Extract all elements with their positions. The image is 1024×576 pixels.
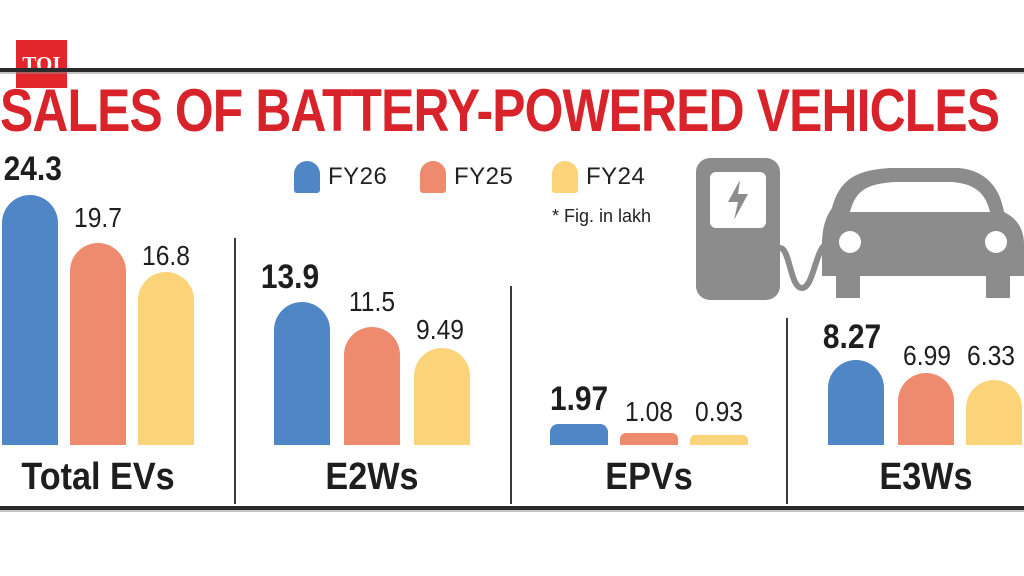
bar-total-evs-fy24: [138, 272, 194, 445]
ev-charging-station-car-icon: [696, 158, 1024, 300]
group-divider: [234, 238, 236, 504]
value-label-total-evs-fy26: 24.3: [3, 150, 62, 188]
legend-item-fy25: FY25: [420, 160, 513, 194]
value-label-e3ws-fy24: 6.33: [967, 340, 1015, 371]
bar-epvs-fy25: [620, 433, 678, 445]
bar-e2ws-fy26: [274, 302, 330, 445]
bar-e3ws-fy24: [966, 380, 1022, 445]
value-label-epvs-fy25: 1.08: [625, 396, 673, 427]
value-label-e3ws-fy25: 6.99: [903, 340, 951, 371]
bar-epvs-fy24: [690, 435, 748, 445]
value-label-e2ws-fy26: 13.9: [260, 258, 320, 296]
group-divider: [786, 318, 788, 504]
legend-label: FY25: [454, 163, 514, 190]
bar-e3ws-fy25: [898, 373, 954, 445]
value-label-epvs-fy24: 0.93: [695, 396, 743, 427]
legend-swatch-fy25: [420, 161, 446, 193]
bar-epvs-fy26: [550, 424, 608, 445]
legend-item-fy24: FY24: [552, 160, 645, 194]
bottom-rule-shadow: [0, 510, 1024, 512]
category-label-e3ws: E3Ws: [879, 456, 973, 498]
top-rule: [0, 68, 1024, 72]
bar-e3ws-fy26: [828, 360, 884, 445]
bar-total-evs-fy25: [70, 243, 126, 445]
bar-e2ws-fy25: [344, 327, 400, 445]
group-divider: [510, 286, 512, 504]
value-label-epvs-fy26: 1.97: [549, 380, 609, 418]
category-label-e2ws: E2Ws: [325, 456, 419, 498]
value-label-e2ws-fy24: 9.49: [416, 314, 464, 345]
bottom-rule: [0, 506, 1024, 510]
value-label-e3ws-fy26: 8.27: [822, 318, 882, 356]
bar-e2ws-fy24: [414, 348, 470, 445]
chart-title: SALES OF BATTERY-POWERED VEHICLES: [0, 77, 1000, 144]
legend-swatch-fy24: [552, 161, 578, 193]
toi-logo: TOI: [16, 40, 67, 88]
value-label-total-evs-fy24: 16.8: [142, 240, 190, 271]
category-label-epvs: EPVs: [605, 456, 693, 498]
legend-label: FY26: [328, 163, 388, 190]
bar-total-evs-fy26: [2, 195, 58, 445]
units-footnote: * Fig. in lakh: [552, 206, 652, 226]
value-label-e2ws-fy25: 11.5: [348, 286, 396, 317]
category-label-total-evs: Total EVs: [21, 456, 175, 498]
value-label-total-evs-fy25: 19.7: [74, 202, 122, 233]
legend-item-fy26: FY26: [294, 160, 387, 194]
legend-swatch-fy26: [294, 161, 320, 193]
legend-label: FY24: [586, 163, 646, 190]
top-rule-shadow: [0, 72, 1024, 74]
